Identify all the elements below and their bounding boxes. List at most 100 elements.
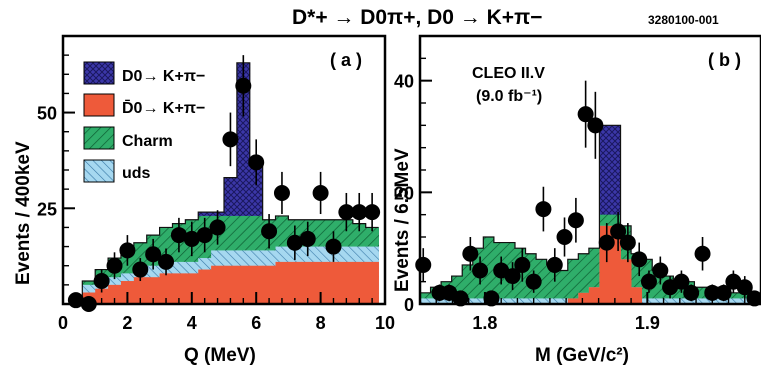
b-uds-bin (525, 298, 537, 304)
a-data-point (132, 261, 149, 278)
b-data-point (525, 273, 542, 290)
panel-b-x-axis-label: M (GeV/c²) (535, 345, 629, 366)
b-charm-bin (673, 281, 685, 304)
a-data-point (170, 227, 187, 244)
a-dbar-bin (224, 265, 238, 304)
a-dbar-bin (262, 265, 276, 304)
legend-charm-label: Charm (122, 133, 173, 150)
b-uds-bin (652, 298, 664, 304)
b-data-point (546, 256, 563, 273)
panel-a-legend: D0→ K+π− D̄0→ K+π− Charm uds (83, 61, 205, 183)
b-data-point (610, 223, 627, 240)
a-dbar-bin (327, 261, 341, 304)
b-data-point (683, 284, 700, 301)
b-charm-bin (462, 264, 474, 304)
a-y-tick-label: 25 (37, 199, 57, 219)
b-charm-bin (483, 237, 495, 304)
b-x-tick-label: 1.8 (472, 313, 497, 333)
b-dbar-bin (599, 225, 611, 304)
a-dbar-bin (236, 265, 251, 304)
b-y-tick-label: 20 (394, 183, 414, 203)
a-dbar-bin (159, 273, 173, 304)
panel-b-y-ticks: 0 20 40 (394, 35, 432, 315)
b-dbar-bin (578, 292, 590, 304)
b-data-point (694, 245, 711, 262)
panel-a-x-axis-label: Q (MeV) (184, 345, 256, 366)
b-charm-bin (736, 292, 748, 304)
b-charm-bin (588, 248, 600, 304)
panel-b-x-ticks: 1.8 1.9 (419, 292, 761, 333)
b-charm-bin (451, 276, 463, 304)
b-uds-bin (694, 298, 706, 304)
panel-a-y-axis-label: Events / 400keV (13, 141, 34, 285)
b-uds-bin (472, 298, 484, 304)
legend-dbar-swatch (83, 93, 115, 117)
a-data-point (119, 242, 136, 259)
a-data-point (261, 223, 278, 240)
a-dbar-bin (146, 277, 160, 304)
a-dbar-bin (314, 261, 328, 304)
a-x-tick-label: 2 (122, 313, 132, 333)
figure-title: D*+ → D0π+, D0 → K+π− (292, 6, 542, 29)
b-data-point (652, 262, 669, 279)
b-charm-bin (726, 292, 738, 304)
b-uds-bin (726, 298, 738, 304)
a-dbar-bin (288, 261, 302, 304)
b-data-point (504, 268, 521, 285)
b-data-point (704, 284, 721, 301)
a-x-tick-label: 0 (58, 313, 68, 333)
b-data-point (715, 284, 732, 301)
legend-signal-label: D0→ K+π− (122, 68, 205, 85)
b-uds-bin (683, 298, 695, 304)
b-uds-bin (504, 298, 516, 304)
a-dbar-bin (95, 288, 109, 304)
b-uds-bin (493, 298, 505, 304)
b-data-point (535, 201, 552, 218)
b-data-point (746, 290, 761, 307)
b-signal-bin (599, 125, 611, 304)
b-uds-bin (673, 298, 685, 304)
b-dbar-bin (631, 287, 643, 304)
a-dbar-bin (275, 261, 289, 304)
b-uds-bin (557, 298, 569, 304)
b-dbar-bin (567, 298, 579, 304)
legend-charm-swatch (83, 126, 115, 150)
b-charm-bin (420, 292, 431, 304)
a-data-point (364, 204, 381, 221)
a-dbar-bin (365, 261, 379, 304)
b-y-tick-label: 40 (394, 72, 414, 92)
a-data-point (235, 77, 252, 94)
a-data-point (312, 184, 329, 201)
panel-a-data-points (67, 55, 381, 312)
b-uds-bin (715, 298, 727, 304)
panel-b-annotation-detector: CLEO II.V (472, 65, 545, 82)
legend-uds-label: uds (122, 165, 151, 182)
b-uds-bin (536, 298, 548, 304)
b-data-point (673, 273, 690, 290)
b-data-point (587, 117, 604, 134)
b-charm-bin (546, 264, 558, 304)
legend-uds-swatch (83, 159, 115, 183)
a-dbar-bin (339, 261, 354, 304)
b-data-point (736, 279, 753, 296)
a-y-tick-label: 50 (37, 104, 57, 124)
a-data-point (158, 253, 175, 270)
a-data-point (145, 246, 162, 263)
b-charm-bin (567, 259, 579, 304)
a-data-point (196, 227, 213, 244)
a-dbar-bin (133, 277, 148, 304)
b-data-point (462, 245, 479, 262)
a-data-point (325, 238, 342, 255)
b-data-point (514, 256, 531, 273)
a-data-point (93, 273, 110, 290)
a-data-point (183, 230, 200, 247)
a-dbar-bin (301, 261, 315, 304)
a-dbar-bin (185, 273, 199, 304)
b-signal-bin (609, 125, 621, 304)
panel-a-x-ticks: 0 2 4 6 8 10 (58, 292, 395, 333)
b-y-tick-label: 0 (404, 295, 414, 315)
a-dbar-bin (172, 273, 186, 304)
b-uds-bin (441, 298, 453, 304)
a-x-tick-label: 10 (375, 313, 395, 333)
panel-a: 0 2 4 6 8 10 25 50 ( a ) Q (MeV) Events / 400k… (13, 34, 395, 366)
